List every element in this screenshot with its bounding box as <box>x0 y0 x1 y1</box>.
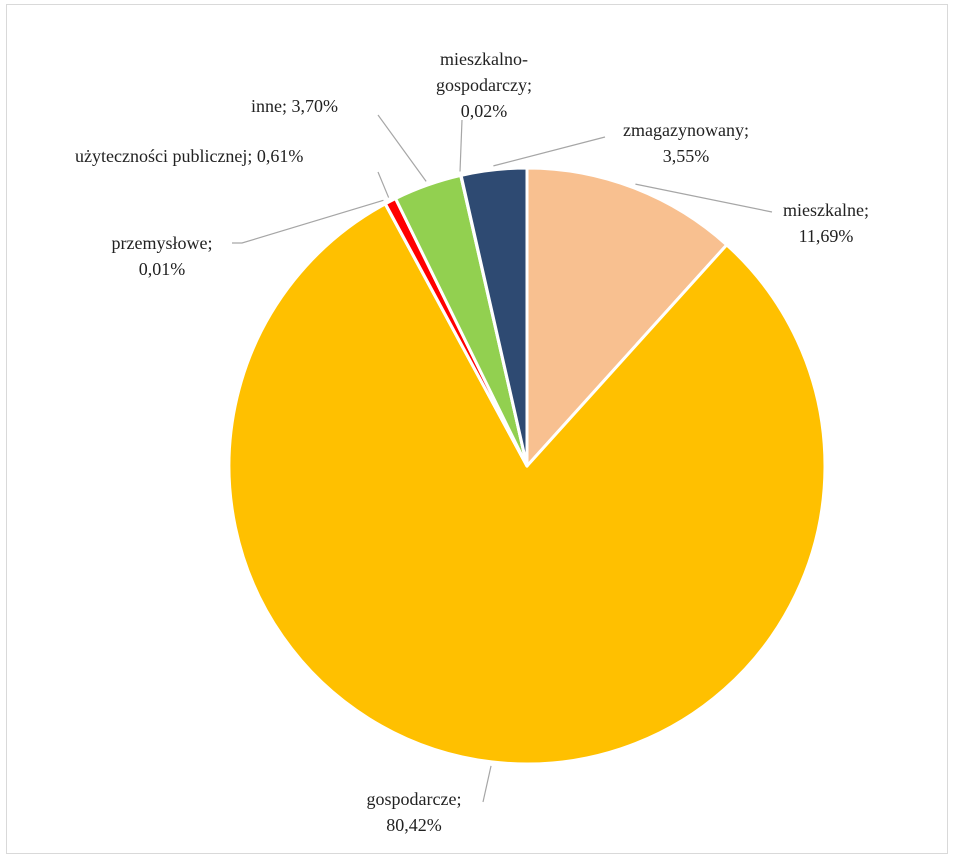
label-gospodarcze-value: 80,42% <box>386 815 442 835</box>
leader-line-inne <box>377 114 427 182</box>
label-zmagazynowany-value: 3,55% <box>663 146 710 166</box>
label-przemyslowe-name: przemysłowe; <box>112 233 213 253</box>
leader-line-zmagazynowany <box>493 136 606 167</box>
slice-zmagazynowany <box>459 166 529 468</box>
label-mieszkalne: mieszkalne; 11,69% <box>783 200 869 246</box>
leader-line-przemyslowe <box>232 199 384 244</box>
label-przemyslowe: przemysłowe; 0,01% <box>112 233 213 279</box>
label-uzytecznosci-publicznej-name: użyteczności publicznej; 0,61% <box>75 146 303 166</box>
label-przemyslowe-value: 0,01% <box>139 259 186 279</box>
slice-gospodarcze <box>227 202 827 766</box>
label-inne-name: inne; 3,70% <box>251 96 338 116</box>
label-mieszkalno-gospodarczy-value: 0,02% <box>461 101 508 121</box>
leader-line-uzytecznosci-publicznej <box>377 171 390 198</box>
label-zmagazynowany: zmagazynowany; 3,55% <box>623 120 749 166</box>
leader-line-mieszkalne <box>635 183 773 213</box>
label-gospodarcze-name: gospodarcze; <box>367 789 462 809</box>
label-gospodarcze: gospodarcze; 80,42% <box>367 789 462 835</box>
leader-lines <box>232 114 773 803</box>
label-zmagazynowany-name: zmagazynowany; <box>623 120 749 140</box>
slice-mieszkalne <box>525 166 729 468</box>
label-uzytecznosci-publicznej: użyteczności publicznej; 0,61% <box>75 146 303 166</box>
label-mieszkalne-value: 11,69% <box>799 226 854 246</box>
label-mieszkalno-gospodarczy-line2: gospodarczy; <box>436 75 532 95</box>
label-mieszkalno-gospodarczy-line1: mieszkalno- <box>440 49 528 69</box>
leader-line-gospodarcze <box>482 765 492 803</box>
label-inne: inne; 3,70% <box>251 96 338 116</box>
label-mieszkalne-name: mieszkalne; <box>783 200 869 220</box>
label-mieszkalno-gospodarczy: mieszkalno- gospodarczy; 0,02% <box>436 49 532 121</box>
leader-line-mieszkalno-gospodarczy <box>459 119 463 172</box>
pie-slices <box>227 166 827 766</box>
